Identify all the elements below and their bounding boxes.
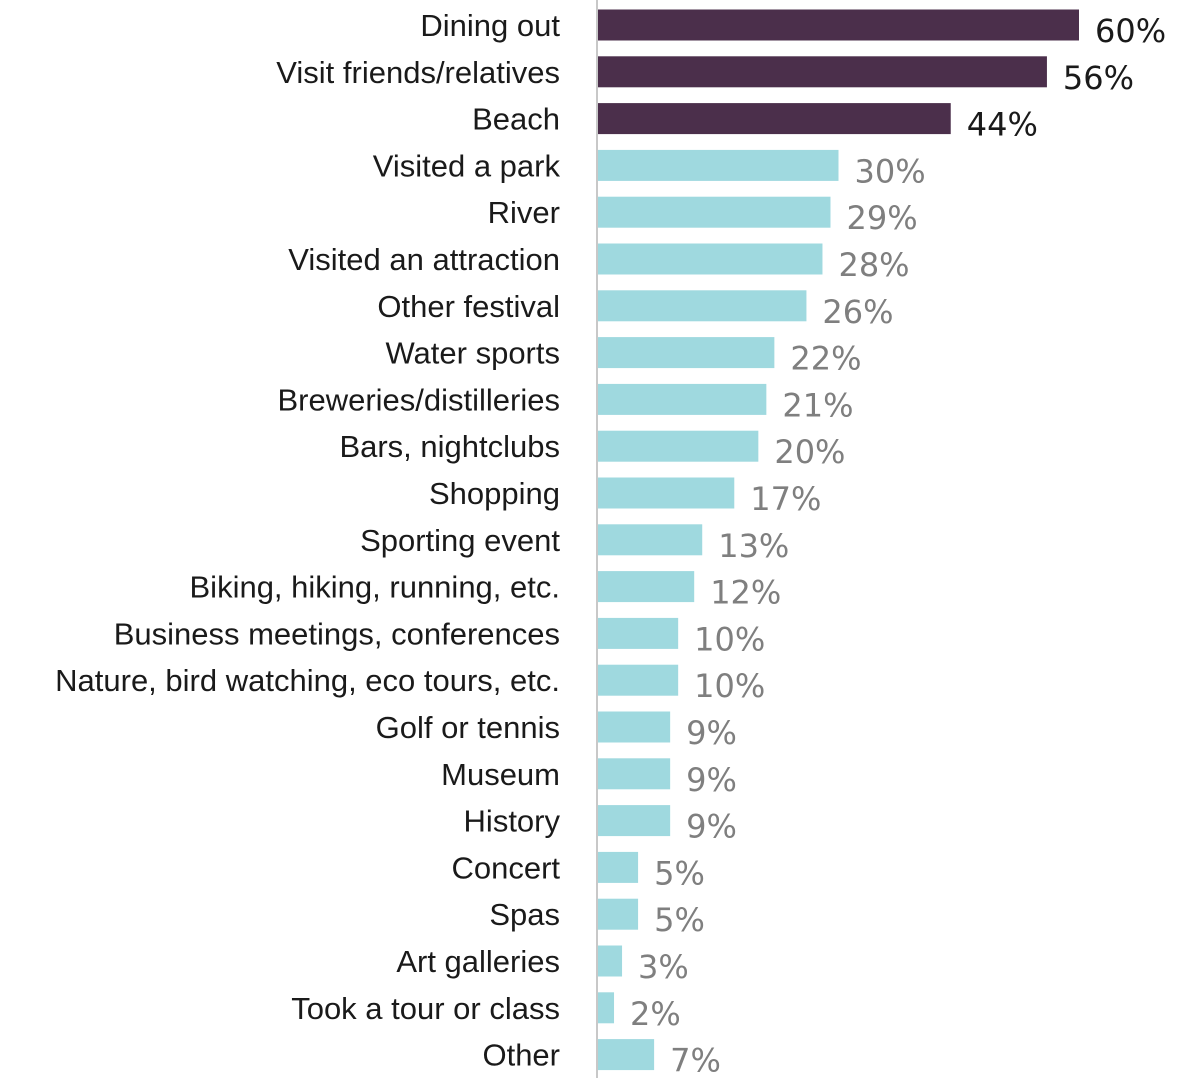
bar: [598, 711, 671, 743]
category-label: Visited a park: [373, 148, 561, 183]
value-label: 10%: [694, 620, 765, 658]
value-label: 9%: [686, 808, 737, 846]
value-label: 3%: [638, 948, 689, 986]
category-label: Water sports: [385, 336, 560, 371]
value-label: 30%: [855, 152, 926, 190]
value-label: 17%: [750, 480, 821, 518]
category-label: Art galleries: [396, 944, 560, 979]
value-label: 5%: [654, 854, 705, 892]
bar: [598, 196, 831, 228]
bar: [598, 477, 735, 509]
bar: [598, 430, 759, 462]
category-label: Biking, hiking, running, etc.: [190, 570, 561, 605]
category-label: Shopping: [429, 476, 560, 511]
value-label: 12%: [710, 574, 781, 612]
category-label: Breweries/distilleries: [277, 382, 560, 417]
bar: [598, 898, 639, 930]
bar: [598, 664, 679, 696]
category-label: Dining out: [420, 8, 560, 43]
bar: [598, 524, 703, 556]
bar: [598, 383, 767, 415]
category-label: Museum: [441, 757, 560, 792]
value-label: 22%: [790, 340, 861, 378]
category-label: Nature, bird watching, eco tours, etc.: [55, 663, 560, 698]
category-label: Concert: [451, 850, 560, 885]
bar: [598, 758, 671, 790]
bar: [598, 992, 615, 1024]
value-label: 13%: [718, 527, 789, 565]
bar: [598, 290, 807, 322]
category-label: Business meetings, conferences: [114, 616, 560, 651]
value-label: 5%: [654, 901, 705, 939]
category-label: Visited an attraction: [288, 242, 560, 277]
value-label: 26%: [822, 293, 893, 331]
bar: [598, 9, 1079, 41]
category-label: Beach: [472, 102, 560, 137]
bar: [598, 243, 823, 275]
bar: [598, 617, 679, 649]
value-label: 44%: [967, 106, 1038, 144]
category-label: Sporting event: [360, 523, 560, 558]
category-label: Other: [482, 1038, 560, 1073]
value-labels: 60% 56% 44% 30% 29% 28% 26% 22% 21% 20% 17% 13% 12% 1…: [630, 12, 1166, 1078]
value-label: 10%: [694, 667, 765, 705]
bar: [598, 571, 695, 603]
value-label: 9%: [686, 761, 737, 799]
value-label: 2%: [630, 995, 681, 1033]
bar: [598, 337, 775, 369]
bar: [598, 149, 839, 181]
category-label: Visit friends/relatives: [276, 55, 560, 90]
category-label: History: [464, 804, 561, 839]
category-label: Golf or tennis: [376, 710, 560, 745]
bar: [598, 103, 951, 135]
value-label: 60%: [1095, 12, 1166, 50]
bar: [598, 805, 671, 837]
value-label: 29%: [846, 199, 917, 237]
value-label: 28%: [838, 246, 909, 284]
category-labels: Dining out Visit friends/relatives Beach Vi…: [55, 8, 560, 1073]
bar: [598, 56, 1047, 88]
value-label: 21%: [782, 386, 853, 424]
category-label: Bars, nightclubs: [339, 429, 560, 464]
bar: [598, 945, 623, 977]
value-label: 20%: [774, 433, 845, 471]
value-label: 9%: [686, 714, 737, 752]
category-label: Spas: [489, 897, 560, 932]
bar: [598, 851, 639, 883]
bar: [598, 1039, 655, 1071]
bars-layer: [598, 9, 1079, 1071]
value-label: 7%: [670, 1042, 721, 1078]
category-label: River: [488, 195, 560, 230]
category-label: Took a tour or class: [291, 991, 560, 1026]
category-label: Other festival: [377, 289, 560, 324]
value-label: 56%: [1063, 59, 1134, 97]
